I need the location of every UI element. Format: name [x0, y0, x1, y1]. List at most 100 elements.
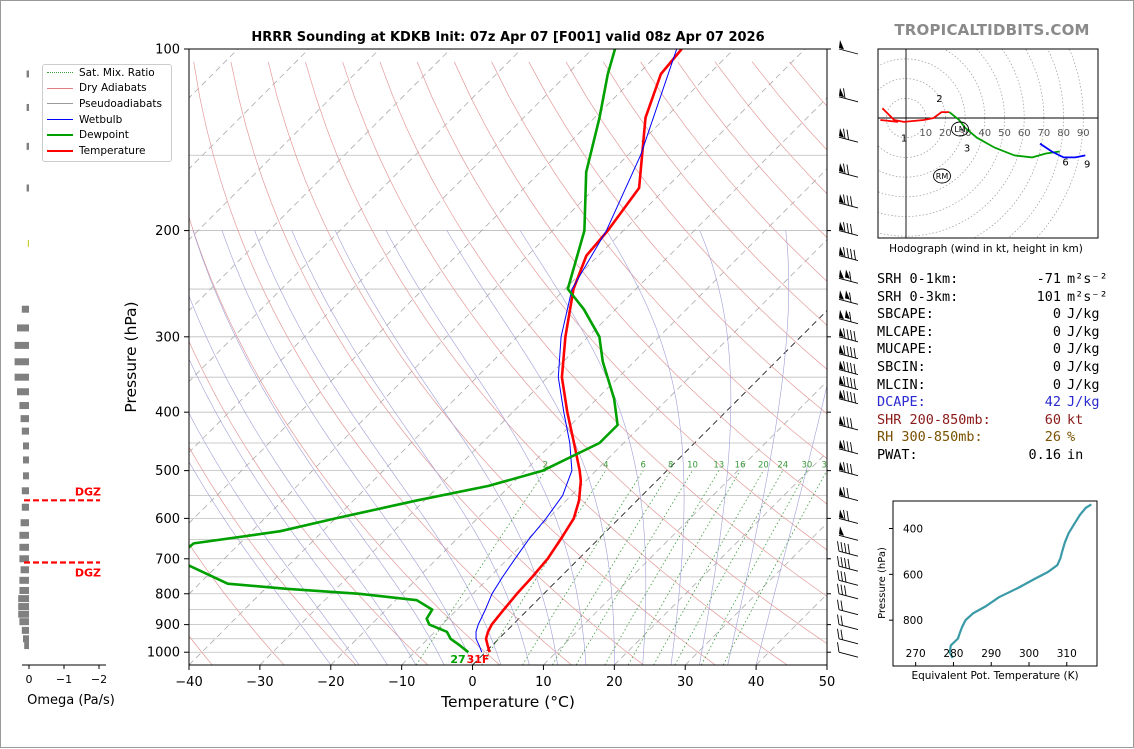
- mixing-ratio-label: 8: [668, 461, 673, 471]
- index-unit: J/kg: [1061, 306, 1100, 324]
- omega-bar: [19, 587, 29, 594]
- omega-tick-label: −2: [91, 673, 107, 686]
- barb-flag: [839, 40, 844, 50]
- omega-bar: [22, 627, 29, 634]
- index-label: SBCAPE:: [877, 306, 1001, 324]
- barb-tick: [847, 463, 849, 473]
- x-tick-label: 50: [819, 675, 836, 690]
- index-unit: %: [1061, 429, 1075, 447]
- index-value: 26: [1001, 429, 1061, 447]
- omega-bar: [19, 532, 29, 539]
- wind-barb: [839, 416, 858, 430]
- theta-y-tick-label: 400: [903, 524, 923, 536]
- wind-barb: [839, 40, 858, 54]
- hodo-segment: [1040, 144, 1085, 158]
- barb-flag: [839, 310, 844, 320]
- index-value: 0.16: [1001, 447, 1061, 465]
- wind-barb: [839, 194, 858, 208]
- barb-shaft: [839, 625, 858, 630]
- barb-tick: [851, 330, 853, 340]
- pseudo-adiabat: [607, 231, 685, 665]
- pseudo-adiabat: [699, 231, 731, 665]
- x-tick-label: 10: [535, 675, 552, 690]
- wind-barb: [838, 541, 859, 556]
- x-tick-label: 0: [468, 675, 476, 690]
- wind-barb: [839, 526, 858, 540]
- hodo-height-label: 9: [1084, 159, 1090, 170]
- barb-tick: [847, 130, 849, 140]
- y-tick-label: 100: [155, 43, 180, 58]
- hodo-height-label: 1: [901, 134, 907, 145]
- barb-shaft: [839, 566, 858, 571]
- mixing-ratio-line: [552, 471, 670, 665]
- omega-bar: [27, 143, 29, 150]
- barb-tick: [847, 362, 849, 372]
- legend-label: Pseudoadiabats: [79, 98, 162, 110]
- x-axis-label: Temperature (°C): [440, 693, 575, 711]
- mixing-ratio-line: [675, 471, 783, 665]
- theta-y-tick-label: 600: [903, 569, 923, 581]
- barb-shaft: [839, 652, 858, 657]
- index-unit: m²s⁻²: [1061, 271, 1108, 289]
- omega-bar: [18, 603, 29, 610]
- barb-tick: [845, 572, 847, 582]
- index-label: MLCIN:: [877, 377, 1001, 395]
- omega-bar: [19, 577, 29, 584]
- legend-label: Dewpoint: [79, 129, 129, 141]
- wind-barb: [839, 163, 858, 177]
- skewt-profiles: [175, 49, 682, 652]
- index-value: 0: [1001, 341, 1061, 359]
- y-tick-label: 900: [155, 618, 180, 633]
- theta-e-frame: [893, 501, 1097, 666]
- omega-bar: [19, 555, 29, 562]
- theta-x-axis-label: Equivalent Pot. Temperature (K): [911, 670, 1078, 682]
- barb-shaft: [839, 97, 858, 102]
- wind-barb: [838, 570, 859, 585]
- y-axis-label: Pressure (hPa): [122, 301, 140, 412]
- omega-bar: [17, 388, 29, 395]
- omega-bar: [21, 566, 29, 573]
- barb-tick: [851, 347, 853, 357]
- index-label: SHR 200-850mb:: [877, 412, 1001, 430]
- mixing-ratio-label: 30: [801, 461, 812, 471]
- theta-y-axis-label: Pressure (hPa): [877, 547, 888, 619]
- hodo-height-label: 2: [936, 94, 942, 105]
- legend-item-dewpoint: Dewpoint: [43, 127, 171, 143]
- wind-barb: [839, 310, 858, 324]
- barb-flag: [839, 269, 844, 279]
- omega-bar: [15, 374, 29, 381]
- omega-bar: [27, 185, 29, 192]
- dry-adiabat: [268, 62, 715, 665]
- wind-barb: [839, 487, 858, 501]
- omega-bar: [21, 519, 29, 526]
- theta-e-plot-area: [950, 504, 1092, 658]
- barb-tick: [851, 442, 853, 452]
- mixing-ratio-label: 16: [735, 461, 746, 471]
- barb-shaft: [839, 319, 858, 324]
- omega-bar: [15, 358, 29, 365]
- y-tick-label: 600: [155, 512, 180, 527]
- index-value: 60: [1001, 412, 1061, 430]
- pseudo-adiabat: [255, 231, 501, 665]
- barb-shaft: [839, 551, 858, 556]
- barb-tick: [848, 559, 850, 569]
- dgz-label-upper: DGZ: [75, 485, 101, 498]
- omega-bar: [22, 428, 29, 435]
- wind-barb: [839, 88, 858, 102]
- theta-x-tick-label: 300: [1019, 648, 1039, 660]
- hodograph-panel: Hodograph (wind in kt, height in km): [878, 49, 1098, 255]
- y-tick-label: 300: [155, 330, 180, 345]
- hodo-ring-label: 90: [1077, 128, 1090, 139]
- barb-tick: [838, 541, 840, 551]
- omega-bar: [23, 442, 29, 449]
- legend-item-temperature: Temperature: [43, 143, 171, 159]
- legend-label: Wetbulb: [79, 114, 122, 126]
- barb-flag: [839, 290, 844, 300]
- barb-flag: [839, 526, 844, 536]
- hodo-ring-label: 60: [1018, 128, 1031, 139]
- barb-tick: [838, 570, 840, 580]
